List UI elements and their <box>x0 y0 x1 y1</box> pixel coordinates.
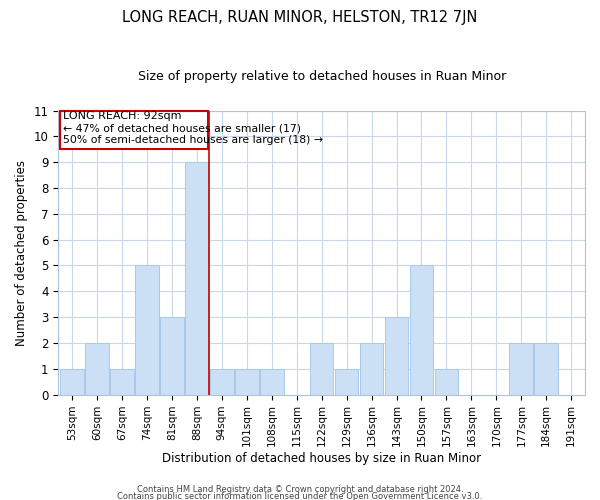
FancyBboxPatch shape <box>59 110 208 149</box>
Text: LONG REACH, RUAN MINOR, HELSTON, TR12 7JN: LONG REACH, RUAN MINOR, HELSTON, TR12 7J… <box>122 10 478 25</box>
Bar <box>85 343 109 394</box>
Bar <box>260 369 284 394</box>
X-axis label: Distribution of detached houses by size in Ruan Minor: Distribution of detached houses by size … <box>162 452 481 465</box>
Bar <box>434 369 458 394</box>
Text: Contains public sector information licensed under the Open Government Licence v3: Contains public sector information licen… <box>118 492 482 500</box>
Bar <box>410 266 433 394</box>
Bar <box>135 266 159 394</box>
Text: 50% of semi-detached houses are larger (18) →: 50% of semi-detached houses are larger (… <box>62 136 323 145</box>
Text: ← 47% of detached houses are smaller (17): ← 47% of detached houses are smaller (17… <box>62 123 301 133</box>
Text: LONG REACH: 92sqm: LONG REACH: 92sqm <box>62 111 181 121</box>
Bar <box>185 162 209 394</box>
Title: Size of property relative to detached houses in Ruan Minor: Size of property relative to detached ho… <box>137 70 506 83</box>
Bar <box>310 343 334 394</box>
Bar <box>360 343 383 394</box>
Bar <box>509 343 533 394</box>
Bar <box>210 369 233 394</box>
Bar <box>235 369 259 394</box>
Bar <box>60 369 84 394</box>
Y-axis label: Number of detached properties: Number of detached properties <box>15 160 28 346</box>
Bar <box>535 343 558 394</box>
Text: Contains HM Land Registry data © Crown copyright and database right 2024.: Contains HM Land Registry data © Crown c… <box>137 485 463 494</box>
Bar <box>110 369 134 394</box>
Bar <box>335 369 358 394</box>
Bar <box>385 317 409 394</box>
Bar <box>160 317 184 394</box>
